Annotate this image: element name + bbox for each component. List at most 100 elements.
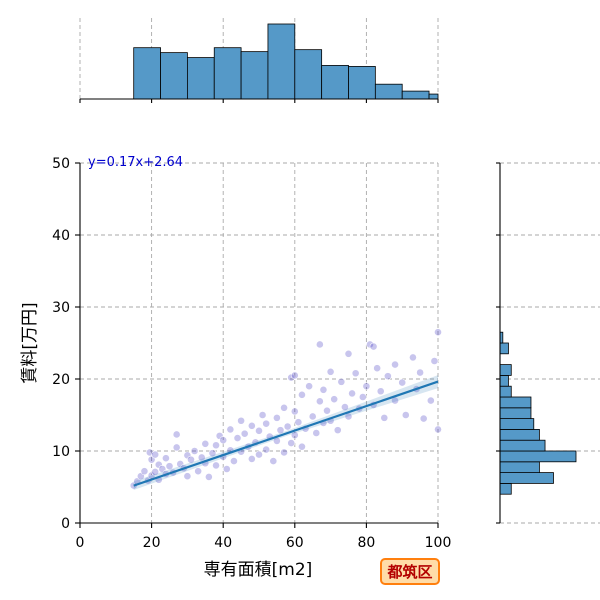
right-hist-bar xyxy=(499,342,509,355)
scatter-point xyxy=(348,389,356,398)
scatter-point xyxy=(401,411,410,419)
right-hist-bar xyxy=(499,482,512,495)
right-hist-bar xyxy=(499,418,535,430)
scatter-point xyxy=(344,349,353,358)
scatter-point xyxy=(204,473,213,481)
scatter-point xyxy=(290,371,299,380)
regression-equation: y=0.17x+2.64 xyxy=(88,155,183,170)
top-hist-bar xyxy=(240,51,269,100)
y-tick-label: 20 xyxy=(52,372,70,388)
scatter-point xyxy=(398,378,407,387)
scatter-point xyxy=(262,419,271,428)
scatter-point xyxy=(298,390,306,399)
scatter-point xyxy=(358,393,367,401)
right-hist-bar xyxy=(499,364,512,376)
scatter-point xyxy=(276,426,285,435)
scatter-point xyxy=(187,455,195,464)
right-hist-bar xyxy=(499,396,532,409)
top-hist-bar xyxy=(348,66,376,100)
right-hist-bar xyxy=(499,461,540,473)
scatter-point xyxy=(219,436,228,445)
scatter-point xyxy=(416,368,424,377)
x-tick-label: 20 xyxy=(143,535,161,551)
scatter-point xyxy=(369,342,378,351)
scatter-point xyxy=(298,442,306,451)
scatter-point xyxy=(373,364,382,373)
scatter-point xyxy=(165,462,174,471)
right-histogram xyxy=(499,331,577,495)
y-tick-label: 40 xyxy=(52,228,70,244)
scatter-point xyxy=(201,439,210,448)
scatter-point xyxy=(208,449,217,458)
scatter-point xyxy=(255,426,263,435)
top-hist-bar xyxy=(401,90,430,100)
scatter-point xyxy=(183,472,192,481)
y-tick-label: 50 xyxy=(52,156,70,172)
axes xyxy=(75,98,501,528)
right-hist-bar xyxy=(499,439,546,452)
scatter-point xyxy=(269,457,278,465)
scatter-point xyxy=(151,450,160,459)
top-hist-bar xyxy=(160,52,188,100)
scatter-point xyxy=(172,430,181,439)
scatter-point xyxy=(247,421,256,430)
scatter-point xyxy=(294,418,303,427)
scatter-point xyxy=(315,397,324,406)
scatter-point xyxy=(258,411,267,419)
scatter-point xyxy=(383,372,392,381)
scatter-point xyxy=(255,450,263,459)
scatter-point xyxy=(376,387,385,396)
scatter-point xyxy=(151,467,160,476)
scatter-point xyxy=(230,457,238,465)
scatter-point xyxy=(380,413,389,422)
scatter-points xyxy=(129,328,442,490)
scatter-point xyxy=(280,403,288,412)
x-axis-title: 専有面積[m2] xyxy=(204,560,313,580)
scatter-point xyxy=(226,425,235,434)
scatter-point xyxy=(162,454,170,463)
scatter-point xyxy=(362,382,371,391)
top-hist-bar xyxy=(294,49,323,100)
scatter-point xyxy=(190,447,199,455)
scatter-point xyxy=(212,461,220,470)
scatter-point xyxy=(341,403,349,411)
top-hist-bar xyxy=(186,57,215,100)
x-tick-label: 0 xyxy=(76,535,85,551)
right-hist-bar xyxy=(499,407,532,419)
scatter-point xyxy=(308,412,317,421)
scatter-point xyxy=(419,414,428,423)
x-tick-label: 80 xyxy=(357,535,375,551)
area-badge: 都筑区 xyxy=(380,558,440,585)
scatter-point xyxy=(262,445,271,454)
scatter-point xyxy=(212,441,220,450)
main-grid xyxy=(79,162,439,524)
regression-line xyxy=(133,375,439,490)
scatter-point xyxy=(237,416,245,425)
x-tick-label: 100 xyxy=(425,535,452,551)
top-hist-bar xyxy=(267,23,296,100)
y-axis-title: 賃料[万円] xyxy=(20,302,40,383)
scatter-point xyxy=(280,448,288,457)
right-hist-bar xyxy=(499,385,512,398)
scatter-point xyxy=(287,439,296,447)
regression-fit-line xyxy=(133,380,439,487)
top-hist-bar xyxy=(213,47,242,100)
top-hist-bar xyxy=(321,65,349,100)
right-hist-bar xyxy=(499,450,577,463)
scatter-point xyxy=(197,453,206,462)
scatter-point xyxy=(290,407,299,416)
top-hist-bar xyxy=(428,93,439,100)
tick-labels: 0 20 40 60 80 100 0 10 20 30 40 50 xyxy=(52,156,451,551)
right-hist-bar xyxy=(499,428,540,441)
scatter-point xyxy=(272,413,281,422)
right-hist-bar xyxy=(499,374,509,387)
right-hist-bar xyxy=(499,472,554,484)
scatter-point xyxy=(326,367,335,376)
scatter-point xyxy=(140,467,149,476)
scatter-point xyxy=(283,422,292,431)
scatter-point xyxy=(247,455,256,463)
scatter-point xyxy=(434,328,442,337)
y-tick-label: 10 xyxy=(52,444,70,460)
top-histogram xyxy=(133,23,439,100)
